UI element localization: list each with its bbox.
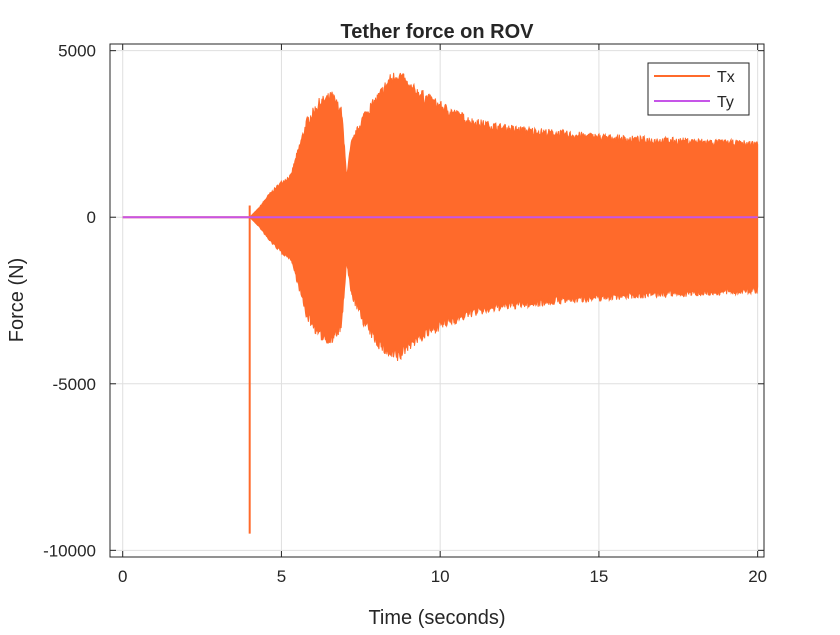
- plot-area: [122, 72, 759, 534]
- x-tick-label: 20: [748, 567, 767, 586]
- legend-box: [647, 62, 750, 116]
- legend-label-tx: Tx: [717, 69, 735, 86]
- chart-title: Tether force on ROV: [341, 21, 535, 43]
- legend: Tx Ty: [647, 62, 750, 116]
- y-tick-label: 5000: [58, 42, 96, 61]
- axes-box: [109, 43, 765, 558]
- x-axis-label: Time (seconds): [368, 607, 505, 629]
- x-tick-label: 10: [431, 567, 450, 586]
- ticks: 0 5 10 15 20 -10000 -5000 0 5000: [43, 42, 767, 586]
- y-tick-label: 0: [87, 208, 96, 227]
- x-tick-label: 0: [118, 567, 127, 586]
- x-tick-label: 15: [589, 567, 608, 586]
- y-tick-label: -10000: [43, 541, 96, 560]
- y-tick-label: -5000: [53, 375, 96, 394]
- x-tick-label: 5: [277, 567, 286, 586]
- y-axis-label: Force (N): [6, 258, 28, 342]
- legend-label-ty: Ty: [717, 94, 734, 111]
